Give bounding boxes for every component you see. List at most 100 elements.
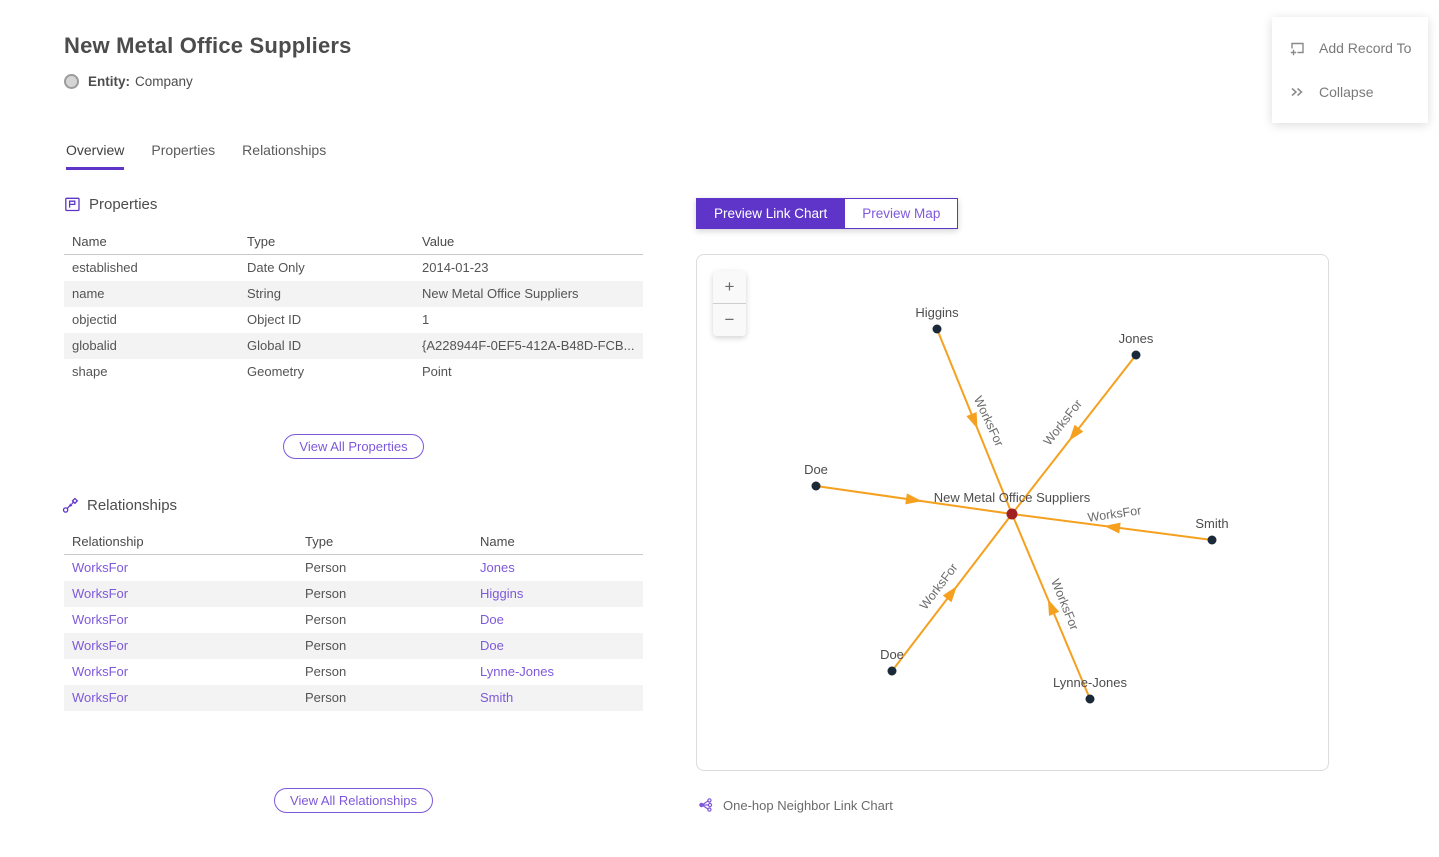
relationships-table: Relationship Type Name WorksFor Person Jones W…: [64, 529, 643, 711]
edge-arrow-icon: [1104, 522, 1121, 534]
tab-properties[interactable]: Properties: [151, 142, 216, 158]
relationships-icon: [62, 497, 79, 514]
context-menu: Add Record To Collapse: [1272, 17, 1428, 123]
properties-section-header: Properties: [64, 196, 157, 213]
node-label: Jones: [1119, 331, 1154, 346]
record-link[interactable]: Doe: [480, 638, 504, 653]
table-row: WorksFor Person Jones: [64, 555, 643, 581]
chart-node-jones[interactable]: [1131, 350, 1141, 360]
edge-label: WorksFor: [917, 561, 961, 613]
table-cell: 2014-01-23: [422, 260, 489, 275]
chart-node-center[interactable]: [1006, 508, 1018, 520]
properties-table: Name Type Value established Date Only 2014-01…: [64, 229, 643, 385]
relationships-section-header: Relationships: [62, 497, 177, 514]
column-header: Name: [72, 234, 107, 249]
chart-node-doe1[interactable]: [811, 481, 821, 491]
table-row: WorksFor Person Higgins: [64, 581, 643, 607]
tab-relationships[interactable]: Relationships: [242, 142, 327, 158]
table-row: WorksFor Person Doe: [64, 633, 643, 659]
table-cell: Global ID: [247, 338, 302, 353]
entity-label: Entity:: [88, 74, 130, 89]
record-link[interactable]: WorksFor: [72, 612, 129, 627]
table-cell: Date Only: [247, 260, 305, 275]
view-all-properties-button[interactable]: View All Properties: [283, 434, 424, 459]
zoom-separator: [713, 303, 746, 304]
table-cell: Person: [305, 638, 347, 653]
entity-value: Company: [135, 74, 193, 89]
edge-label: WorksFor: [1087, 503, 1142, 524]
table-row: objectid Object ID 1: [64, 307, 643, 333]
properties-section-title: Properties: [89, 196, 158, 213]
table-header-row: Relationship Type Name: [64, 529, 643, 555]
menu-item-label: Add Record To: [1319, 40, 1412, 56]
edge-arrow-icon: [1047, 599, 1060, 617]
edge-arrow-icon: [966, 412, 978, 429]
record-link[interactable]: Lynne-Jones: [480, 664, 554, 679]
table-cell: shape: [72, 364, 108, 379]
node-label: Smith: [1195, 516, 1228, 531]
page-title: New Metal Office Suppliers: [64, 33, 352, 58]
view-all-relationships-button[interactable]: View All Relationships: [274, 788, 433, 813]
record-link[interactable]: WorksFor: [72, 586, 129, 601]
preview-toggle: Preview Link Chart Preview Map: [696, 198, 959, 229]
column-header: Name: [480, 534, 515, 549]
table-header-row: Name Type Value: [64, 229, 643, 255]
record-link[interactable]: Higgins: [480, 586, 524, 601]
tab-overview[interactable]: Overview: [66, 142, 125, 170]
edge-arrow-icon: [905, 493, 922, 505]
node-label: New Metal Office Suppliers: [934, 490, 1091, 505]
table-cell: Person: [305, 690, 347, 705]
chart-node-lynnejones[interactable]: [1085, 694, 1095, 704]
edge-label: WorksFor: [1048, 577, 1081, 632]
record-link[interactable]: WorksFor: [72, 560, 129, 575]
table-row: globalid Global ID {A228944F-0EF5-412A-B48…: [64, 333, 643, 359]
table-row: WorksFor Person Doe: [64, 607, 643, 633]
menu-item-label: Collapse: [1319, 84, 1374, 100]
preview-link-chart-button[interactable]: Preview Link Chart: [696, 198, 846, 229]
tab-bar: Overview Properties Relationships: [66, 142, 326, 170]
table-cell: Person: [305, 560, 347, 575]
chart-node-higgins[interactable]: [932, 324, 942, 334]
table-cell: String: [247, 286, 281, 301]
column-header: Type: [305, 534, 334, 549]
zoom-control: + −: [713, 271, 746, 336]
node-label: Lynne-Jones: [1053, 675, 1127, 690]
record-link[interactable]: WorksFor: [72, 638, 129, 653]
view-all-relationships-wrap: View All Relationships: [64, 788, 643, 813]
zoom-in-button[interactable]: +: [713, 271, 746, 303]
double-chevron-right-icon: [1288, 83, 1306, 101]
table-cell: globalid: [72, 338, 117, 353]
record-link[interactable]: Jones: [480, 560, 515, 575]
table-row: shape Geometry Point: [64, 359, 643, 385]
link-chart-icon: [697, 797, 714, 814]
column-header: Type: [247, 234, 276, 249]
chart-node-doe2[interactable]: [887, 666, 897, 676]
record-link[interactable]: WorksFor: [72, 664, 129, 679]
preview-map-button[interactable]: Preview Map: [845, 198, 959, 229]
entity-type-icon: [64, 74, 79, 89]
table-cell: established: [72, 260, 138, 275]
chart-caption-row: One-hop Neighbor Link Chart: [697, 797, 893, 814]
record-link[interactable]: Doe: [480, 612, 504, 627]
column-header: Relationship: [72, 534, 144, 549]
relationships-section-title: Relationships: [87, 497, 178, 514]
table-cell: Person: [305, 664, 347, 679]
entity-type-row: Entity: Company: [64, 74, 193, 89]
zoom-out-button[interactable]: −: [713, 304, 746, 336]
menu-item-collapse[interactable]: Collapse: [1272, 70, 1428, 114]
table-cell: New Metal Office Suppliers: [422, 286, 579, 301]
edge-arrow-icon: [1069, 424, 1084, 441]
view-all-properties-wrap: View All Properties: [64, 434, 643, 459]
record-link[interactable]: Smith: [480, 690, 514, 705]
column-header: Value: [422, 234, 455, 249]
node-label: Higgins: [915, 305, 959, 320]
edge-arrow-icon: [942, 586, 957, 603]
table-cell: {A228944F-0EF5-412A-B48D-FCB...: [422, 338, 635, 353]
menu-item-add-record-to[interactable]: Add Record To: [1272, 26, 1428, 70]
table-cell: 1: [422, 312, 430, 327]
edge-label: WorksFor: [1041, 397, 1085, 448]
chart-node-smith[interactable]: [1207, 535, 1217, 545]
record-link[interactable]: WorksFor: [72, 690, 129, 705]
